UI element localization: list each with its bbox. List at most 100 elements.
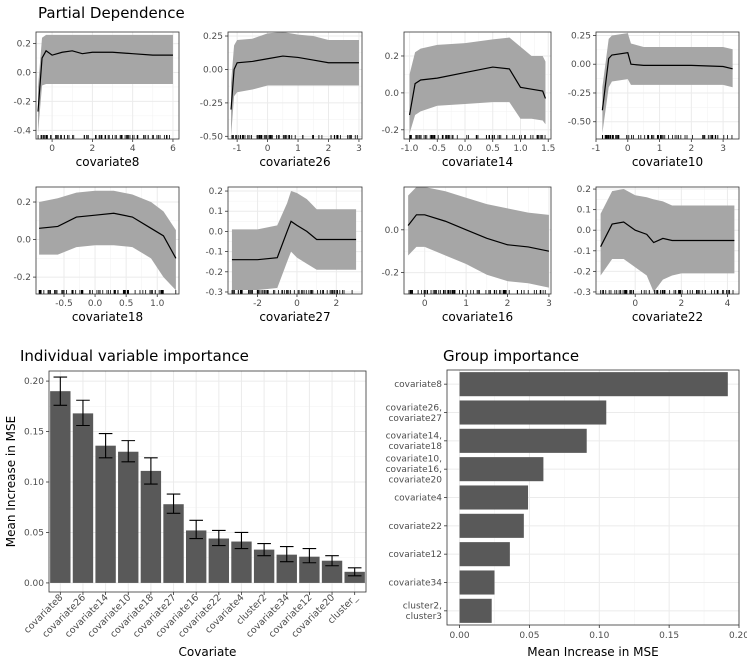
x-tick-label: 1.5 bbox=[541, 144, 555, 154]
pd-panel-covariate18: -0.5 0.0 0.5 1.0 -0.2 0.0 0.2 covariate18 bbox=[13, 186, 180, 324]
y-tick-label-line: covariate10, bbox=[386, 455, 442, 465]
y-tick-label-line: covariate8 bbox=[394, 380, 442, 390]
y-tick-label: 0.25 bbox=[571, 31, 591, 41]
partial-dependence-section: Partial Dependence 0 2 4 6 -0.4 -0.2 0.0 0.2 cov… bbox=[13, 4, 740, 324]
x-tick-label: 2 bbox=[505, 299, 511, 309]
y-tick-label-line: covariate22 bbox=[388, 522, 442, 532]
x-tick-label: 3 bbox=[546, 299, 552, 309]
confidence-band bbox=[602, 33, 733, 134]
bar-covariate22 bbox=[459, 513, 524, 538]
y-tick-label: 0.2 bbox=[385, 52, 399, 62]
x-tick-label: 0 bbox=[625, 144, 631, 154]
x-tick-label: 1.0 bbox=[513, 144, 528, 154]
bar-covariate27 bbox=[163, 504, 184, 583]
x-tick-label: 2 bbox=[334, 299, 340, 309]
x-tick-label: 0.0 bbox=[458, 144, 473, 154]
y-tick-label: -0.2 bbox=[13, 273, 31, 283]
x-axis-label: covariate18 bbox=[72, 310, 143, 324]
bar-covariate34 bbox=[459, 570, 495, 595]
x-axis-label: covariate10 bbox=[632, 155, 703, 169]
x-tick-label: 0 bbox=[265, 144, 271, 154]
pd-line bbox=[230, 55, 359, 110]
panel-border bbox=[227, 31, 363, 140]
panel-border bbox=[595, 186, 740, 295]
y-tick-label: cluster2, cluster3 bbox=[403, 602, 442, 623]
error-bar-covariate18 bbox=[144, 457, 158, 485]
y-tick-label: 0.1 bbox=[209, 207, 223, 217]
confidence-band bbox=[409, 37, 546, 134]
confidence-band bbox=[231, 32, 359, 137]
bar-covariate22 bbox=[208, 538, 230, 583]
x-tick-label: 0 bbox=[422, 299, 428, 309]
y-tick-label: covariate12 bbox=[388, 550, 442, 560]
x-tick-label: 6 bbox=[170, 144, 176, 154]
y-tick-label: 0.2 bbox=[577, 185, 591, 195]
bar-covariate16 bbox=[185, 530, 207, 583]
rug-marks bbox=[409, 135, 546, 139]
y-tick-label: -0.2 bbox=[13, 97, 31, 107]
x-axis-label: Mean Increase in MSE bbox=[527, 645, 658, 659]
x-tick-label: 2 bbox=[326, 144, 332, 154]
y-tick-label: -0.50 bbox=[568, 118, 592, 128]
x-tick-label: 0.5 bbox=[486, 144, 500, 154]
bar-covariate10 bbox=[118, 451, 139, 583]
y-tick-label: covariate26, covariate27 bbox=[386, 403, 442, 424]
bar-covariate26-covariate27 bbox=[459, 400, 607, 425]
x-tick-label: 1 bbox=[463, 299, 469, 309]
panel-border bbox=[227, 186, 363, 295]
y-tick-label: covariate4 bbox=[394, 494, 442, 504]
x-tick-label: -0.5 bbox=[428, 144, 446, 154]
y-tick-label-line: covariate14, bbox=[386, 432, 442, 442]
error-bar-covariate16 bbox=[189, 519, 203, 540]
panel-border bbox=[48, 370, 367, 593]
x-tick-label: 0 bbox=[294, 299, 300, 309]
x-tick-label: -1 bbox=[592, 144, 601, 154]
error-bar-covariate20 bbox=[325, 555, 339, 567]
x-axis-label: covariate22 bbox=[632, 310, 703, 324]
panel-border bbox=[403, 31, 552, 140]
x-tick-label: 2 bbox=[678, 299, 684, 309]
y-tick-label: -0.50 bbox=[200, 132, 224, 142]
group-importance-title: Group importance bbox=[443, 347, 579, 365]
bar-covariate4 bbox=[231, 541, 252, 583]
rug-marks bbox=[38, 290, 177, 294]
x-tick-label: 2 bbox=[90, 144, 96, 154]
x-tick-label: 1 bbox=[657, 144, 663, 154]
y-tick-label: 0.2 bbox=[17, 40, 31, 50]
y-tick-label: -0.1 bbox=[573, 247, 591, 257]
y-tick-label: -0.2 bbox=[205, 268, 223, 278]
y-tick-label: 0.10 bbox=[24, 478, 44, 488]
confidence-band bbox=[39, 190, 176, 291]
pd-panel-covariate8: 0 2 4 6 -0.4 -0.2 0.0 0.2 covariate8 bbox=[13, 31, 180, 169]
confidence-band bbox=[600, 189, 735, 292]
y-tick-label: -0.3 bbox=[573, 288, 591, 298]
pd-panel-covariate10: -1 0 1 2 3 -0.50 -0.25 0.00 0.25 covariate10 bbox=[568, 31, 740, 169]
x-axis-label: covariate8 bbox=[76, 155, 140, 169]
x-tick-label: 0 bbox=[632, 299, 638, 309]
individual-importance-section: Individual variable importance 0.00 0.05 0… bbox=[4, 347, 367, 659]
y-tick-label: 0.2 bbox=[209, 187, 223, 197]
bar-cluster_ bbox=[344, 571, 365, 583]
x-tick-label: -0.5 bbox=[55, 299, 73, 309]
y-tick-label-line: covariate27 bbox=[388, 414, 442, 424]
x-tick-label: 0 bbox=[49, 144, 55, 154]
pd-line bbox=[39, 212, 177, 259]
bar-covariate18 bbox=[140, 470, 162, 583]
x-tick-label: 0.5 bbox=[119, 299, 133, 309]
x-axis-label: covariate16 bbox=[442, 310, 513, 324]
error-bar-covariate34 bbox=[279, 546, 294, 563]
x-tick-label: 3 bbox=[720, 144, 726, 154]
y-tick-label: -0.2 bbox=[381, 269, 399, 279]
pd-panel-covariate22: 0 2 4 -0.3 -0.2 -0.1 0.0 0.1 0.2 covariate22 bbox=[573, 185, 740, 324]
x-tick-label: 0.10 bbox=[589, 631, 609, 641]
individual-importance-title: Individual variable importance bbox=[20, 347, 249, 365]
y-tick-label: -0.4 bbox=[13, 126, 31, 136]
rug-marks bbox=[231, 135, 358, 139]
partial-dependence-title: Partial Dependence bbox=[38, 4, 185, 22]
error-bar-covariate12 bbox=[302, 548, 317, 564]
x-axis-label: covariate14 bbox=[442, 155, 513, 169]
y-tick-label: 0.00 bbox=[571, 60, 591, 70]
pd-line bbox=[37, 49, 173, 112]
error-bar-covariate8 bbox=[53, 376, 68, 406]
